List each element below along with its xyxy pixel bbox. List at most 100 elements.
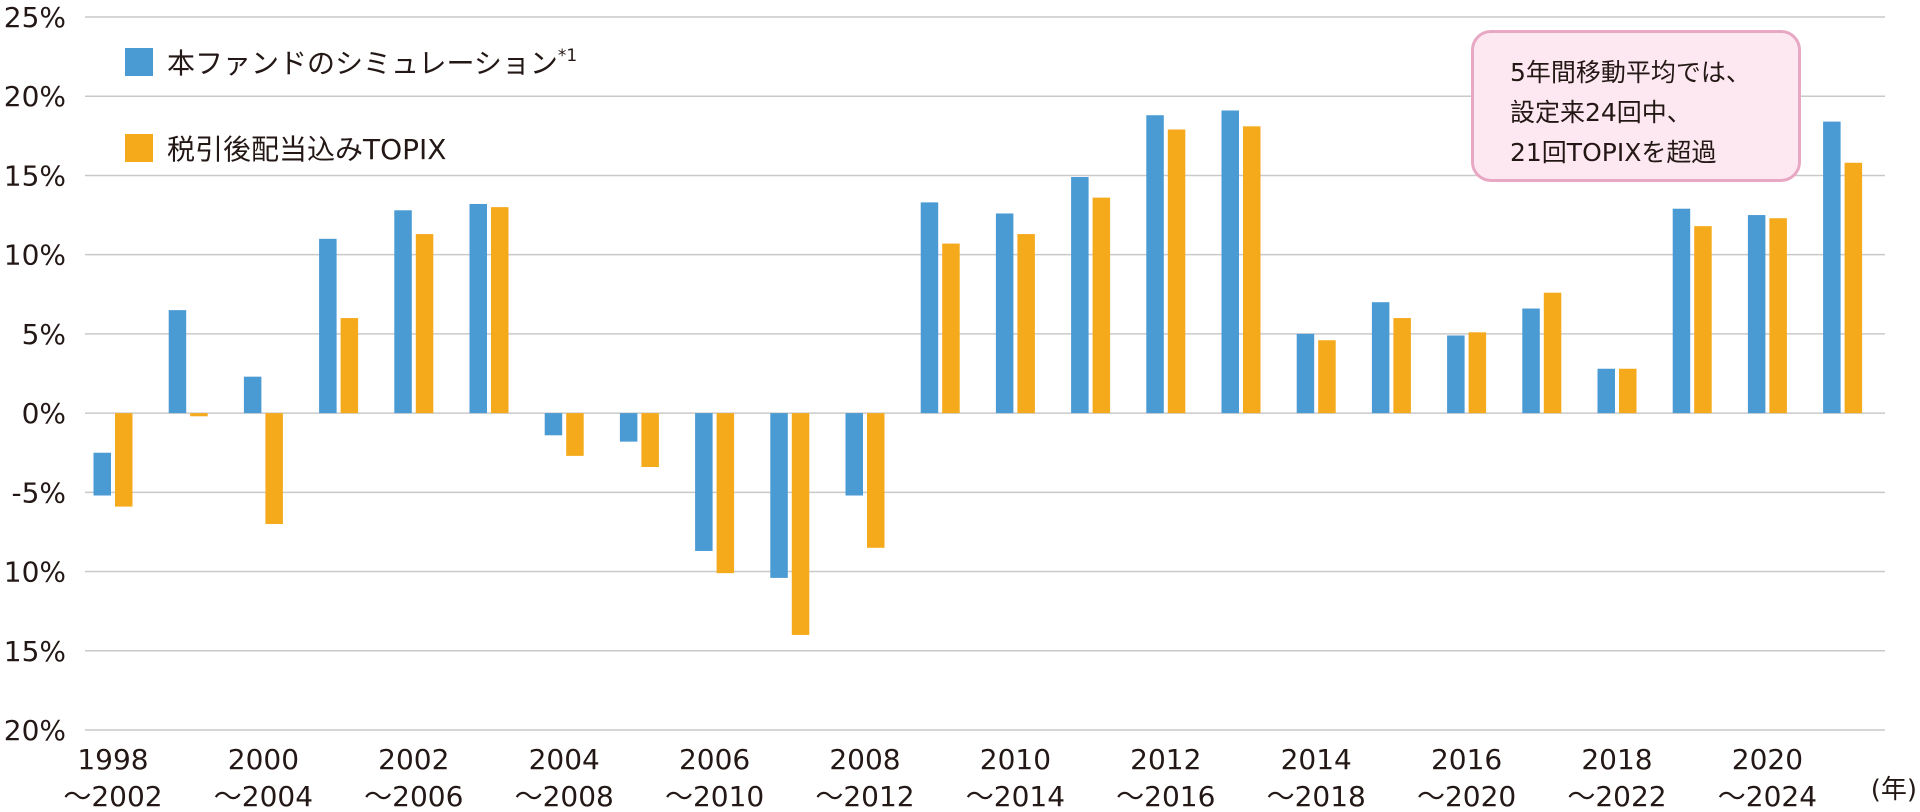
x-tick-label-end: ～2002 (63, 780, 162, 812)
y-tick-label: 25% (4, 1, 66, 34)
callout-box: 5年間移動平均では、 設定来24回中、 21回TOPIXを超過 (1471, 30, 1801, 182)
bar-fund-9 (770, 413, 788, 578)
callout-line-2: 設定来24回中、 (1510, 98, 1692, 127)
x-tick-label-end: ～2004 (214, 780, 313, 812)
x-tick-label-end: ～2020 (1417, 780, 1516, 812)
x-tick-label-start: 2002 (378, 743, 449, 776)
x-tick-label-end: ～2022 (1567, 780, 1666, 812)
bar-topix-10 (867, 413, 885, 548)
bar-fund-2 (243, 376, 262, 414)
legend-text-fund: 本ファンドのシミュレーション (167, 47, 558, 80)
legend-footnote-marker: *1 (557, 46, 578, 66)
y-tick-label: 15% (4, 635, 66, 668)
bar-fund-5 (469, 203, 487, 414)
bar-fund-11 (920, 202, 939, 414)
bar-topix-22 (1769, 218, 1787, 414)
y-tick-label: 0% (22, 397, 66, 430)
bar-topix-4 (415, 234, 434, 414)
x-tick-label-start: 2010 (980, 743, 1051, 776)
x-tick-label-start: 2020 (1732, 743, 1803, 776)
bar-topix-3 (340, 318, 359, 414)
x-tick-label-end: ～2008 (515, 780, 614, 812)
bar-topix-2 (265, 413, 283, 525)
bar-fund-23 (1823, 121, 1841, 414)
y-tick-label: -5% (11, 476, 66, 509)
y-tick-label: 10% (4, 556, 66, 589)
bar-topix-13 (1092, 197, 1111, 414)
x-tick-label-start: 2012 (1130, 743, 1201, 776)
bar-topix-6 (566, 413, 584, 456)
y-tick-label: 20% (4, 80, 66, 113)
bar-topix-20 (1619, 368, 1637, 414)
bar-topix-19 (1543, 292, 1562, 414)
bar-fund-19 (1522, 308, 1540, 414)
bar-fund-18 (1447, 335, 1465, 414)
chart-legend: 本ファンドのシミュレーション*1 税引後配当込みTOPIX (125, 40, 577, 212)
x-tick-label-start: 2006 (679, 743, 750, 776)
y-tick-label: 10% (4, 239, 66, 272)
legend-item-topix: 税引後配当込みTOPIX (125, 126, 577, 170)
bar-fund-6 (544, 413, 563, 436)
x-tick-label-start: 2016 (1431, 743, 1502, 776)
bar-fund-14 (1146, 115, 1164, 414)
bar-topix-0 (115, 413, 133, 507)
x-tick-label-start: 2000 (228, 743, 299, 776)
bar-fund-1 (168, 310, 187, 414)
bar-topix-15 (1243, 126, 1261, 414)
bar-topix-17 (1393, 318, 1411, 414)
bar-fund-3 (319, 238, 337, 414)
bar-fund-4 (394, 210, 412, 414)
legend-label-topix: 税引後配当込みTOPIX (167, 133, 447, 166)
bars (93, 110, 1863, 635)
x-tick-label-start: 2014 (1281, 743, 1352, 776)
bar-fund-20 (1597, 368, 1615, 414)
legend-label-fund: 本ファンドのシミュレーション*1 (167, 42, 577, 82)
bar-topix-14 (1167, 129, 1186, 414)
gridlines (85, 16, 1885, 731)
bar-topix-8 (716, 413, 735, 574)
x-tick-label-end: ～2012 (815, 780, 914, 812)
bar-fund-0 (93, 452, 111, 496)
x-tick-label-start: 2004 (529, 743, 600, 776)
bar-topix-23 (1844, 162, 1863, 414)
legend-item-fund: 本ファンドのシミュレーション*1 (125, 40, 577, 84)
bar-topix-11 (942, 243, 960, 414)
x-axis-unit-label: (年) (1871, 775, 1917, 805)
bar-topix-9 (791, 413, 810, 635)
bar-fund-15 (1221, 110, 1239, 414)
x-tick-label-end: ～2010 (665, 780, 764, 812)
x-axis-tick-labels: 1998 ～2002 2000 ～2004 2002 ～2006 2004 ～2008 2006… (63, 743, 1817, 812)
bar-fund-21 (1672, 208, 1691, 414)
bar-fund-16 (1296, 333, 1315, 414)
y-axis-tick-labels: 25% 20% 15% 10% 5% 0% -5% 10% 15% 20% (4, 1, 66, 747)
bar-topix-12 (1017, 234, 1035, 414)
x-tick-label-end: ～2006 (364, 780, 463, 812)
callout-line-3: 21回TOPIXを超過 (1510, 138, 1717, 167)
x-tick-label-end: ～2016 (1116, 780, 1215, 812)
bar-topix-18 (1468, 332, 1487, 414)
x-tick-label-end: ～2014 (966, 780, 1065, 812)
bar-fund-17 (1371, 302, 1390, 414)
bar-fund-10 (845, 413, 863, 496)
legend-swatch-topix (125, 134, 153, 162)
x-tick-label-start: 2018 (1581, 743, 1652, 776)
bar-fund-8 (695, 413, 713, 551)
bar-topix-5 (491, 207, 509, 414)
x-tick-label-end: ～2018 (1267, 780, 1366, 812)
bar-fund-22 (1747, 215, 1766, 414)
x-tick-label-start: 1998 (77, 743, 148, 776)
bar-topix-16 (1318, 340, 1336, 414)
bar-fund-12 (995, 213, 1014, 414)
callout-line-1: 5年間移動平均では、 (1510, 58, 1751, 87)
legend-swatch-fund (125, 48, 153, 76)
bar-fund-7 (619, 413, 638, 442)
x-tick-label-end: ～2024 (1718, 780, 1817, 812)
bar-topix-1 (190, 413, 208, 417)
y-tick-label: 20% (4, 714, 66, 747)
bar-fund-13 (1071, 177, 1089, 414)
bar-topix-7 (641, 413, 659, 467)
bar-topix-21 (1694, 226, 1712, 414)
y-tick-label: 5% (22, 318, 66, 351)
x-tick-label-start: 2008 (829, 743, 900, 776)
